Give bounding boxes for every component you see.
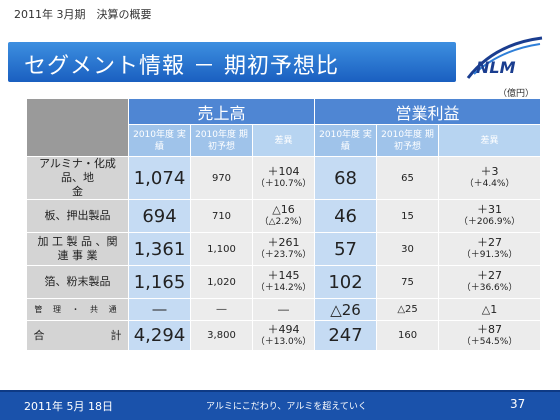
profit-actual: 68: [314, 156, 378, 200]
profit-actual: 46: [314, 199, 378, 233]
profit-actual: 57: [314, 232, 378, 266]
unit-label: （億円）: [498, 89, 535, 99]
table-row: 箔、粉末製品 1,165 1,020 ＋145 （＋14.2%） 102 75 ＋…: [26, 265, 542, 299]
profit-forecast: △25: [376, 298, 440, 321]
profit-forecast: 75: [376, 265, 440, 299]
table-row: 加 工 製 品 、関 連 事 業 1,361 1,100 ＋261 （＋23.7%…: [26, 232, 542, 266]
profit-diff: ＋27: [477, 236, 503, 249]
sales-actual: ―: [128, 298, 191, 321]
sales-diff: ＋261: [267, 236, 300, 249]
profit-actual: 102: [314, 265, 378, 299]
row-label: 管 理 ・ 共 通: [26, 298, 129, 321]
logo-text: NLM: [476, 58, 516, 77]
profit-diff-cell: ＋31 （＋206.9%）: [438, 199, 542, 233]
sales-diff-pct: （＋10.7%）: [255, 179, 312, 189]
sales-diff: ＋104: [267, 165, 300, 178]
sales-actual: 1,165: [128, 265, 191, 299]
sales-diff-pct: （＋13.0%）: [255, 336, 312, 347]
header-sales: 売上高: [127, 98, 316, 125]
profit-diff: △1: [438, 298, 542, 321]
sales-forecast: 1,100: [190, 232, 253, 266]
table-row-common: 管 理 ・ 共 通 ― ― ― △26 △25 △1: [26, 298, 542, 321]
row-label: 板、押出製品: [26, 199, 129, 233]
sales-forecast: 710: [190, 199, 253, 233]
col-profit-forecast: 2010年度 期初予想: [376, 124, 440, 157]
profit-forecast: 15: [376, 199, 440, 233]
profit-diff: ＋87: [477, 322, 503, 336]
sales-diff-cell: △16 （△2.2%）: [251, 199, 316, 233]
footer-divider: [0, 390, 560, 392]
sales-actual: 694: [128, 199, 191, 233]
header-corner: [26, 98, 129, 157]
profit-diff-pct: （＋36.6%）: [461, 283, 518, 293]
row-label: アルミナ・化成品、地 金: [26, 156, 149, 200]
sales-forecast: ―: [190, 298, 253, 321]
profit-forecast: 160: [376, 320, 440, 351]
sales-diff-cell: ＋104 （＋10.7%）: [251, 156, 316, 200]
slide-subtitle: 2011年 3月期 決算の概要: [14, 8, 152, 21]
slide-title: セグメント情報 － 期初予想比: [24, 54, 339, 79]
sales-diff: ―: [251, 298, 316, 321]
col-sales-diff: 差異: [251, 124, 316, 157]
sales-actual: 1,361: [128, 232, 191, 266]
segment-table: 売上高 営業利益 2010年度 実績 2010年度 期初予想 差異 2010年度…: [26, 98, 542, 351]
sales-diff: △16: [272, 203, 295, 216]
col-profit-diff: 差異: [438, 124, 542, 157]
col-profit-actual: 2010年度 実績: [314, 124, 378, 157]
footer-date: 2011年 5月 18日: [24, 400, 113, 413]
row-label: 合 計: [26, 320, 129, 351]
profit-forecast: 65: [376, 156, 440, 200]
title-bar: セグメント情報 － 期初予想比: [8, 42, 456, 82]
footer-bar: [0, 392, 560, 420]
company-logo-icon: [466, 36, 543, 79]
footer-slogan: アルミにこだわり、アルミを超えていく: [206, 402, 367, 412]
profit-diff: ＋27: [477, 269, 503, 282]
profit-actual: 247: [314, 320, 378, 351]
row-label: 加 工 製 品 、関 連 事 業: [26, 232, 129, 266]
header-profit: 営業利益: [314, 98, 542, 125]
sales-diff-cell: ＋145 （＋14.2%）: [251, 265, 316, 299]
sales-forecast: 970: [190, 156, 253, 200]
table-row: 板、押出製品 694 710 △16 （△2.2%） 46 15 ＋31 （＋206…: [26, 199, 542, 233]
profit-diff-cell: ＋27 （＋36.6%）: [438, 265, 542, 299]
sales-forecast: 1,020: [190, 265, 253, 299]
profit-forecast: 30: [376, 232, 440, 266]
sales-diff-pct: （＋14.2%）: [255, 283, 312, 293]
profit-diff-cell: ＋3 （＋4.4%）: [438, 156, 542, 200]
sales-diff-cell: ＋261 （＋23.7%）: [251, 232, 316, 266]
profit-diff-cell: ＋87 （＋54.5%）: [438, 320, 542, 351]
col-sales-actual: 2010年度 実績: [128, 124, 191, 157]
page-number: 37: [510, 397, 526, 411]
sales-diff: ＋145: [267, 269, 300, 282]
sales-forecast: 3,800: [190, 320, 253, 351]
profit-diff: ＋31: [477, 203, 503, 216]
table-row: アルミナ・化成品、地 金 1,074 970 ＋104 （＋10.7%） 68 6…: [26, 156, 542, 200]
sales-diff: ＋494: [267, 322, 300, 336]
profit-diff-pct: （＋206.9%）: [458, 217, 521, 227]
sales-diff-cell: ＋494 （＋13.0%）: [251, 320, 316, 351]
profit-actual: △26: [314, 298, 378, 321]
sales-actual: 4,294: [128, 320, 191, 351]
row-label: 箔、粉末製品: [26, 265, 129, 299]
sales-diff-pct: （△2.2%）: [259, 217, 308, 227]
sales-diff-pct: （＋23.7%）: [255, 250, 312, 260]
profit-diff: ＋3: [480, 165, 499, 178]
sales-actual: 1,074: [128, 156, 191, 200]
profit-diff-pct: （＋91.3%）: [461, 250, 518, 260]
table-row-total: 合 計 4,294 3,800 ＋494 （＋13.0%） 247 160 ＋87…: [26, 320, 542, 351]
col-sales-forecast: 2010年度 期初予想: [190, 124, 253, 157]
profit-diff-pct: （＋54.5%）: [461, 336, 518, 347]
profit-diff-cell: ＋27 （＋91.3%）: [438, 232, 542, 266]
profit-diff-pct: （＋4.4%）: [464, 179, 515, 189]
